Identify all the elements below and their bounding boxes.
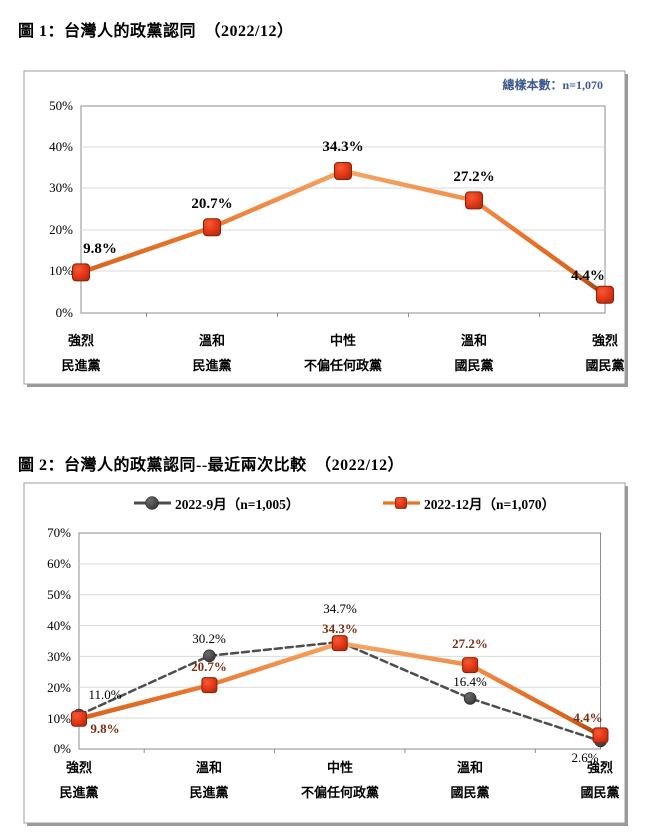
svg-text:27.2%: 27.2% xyxy=(452,636,488,651)
svg-text:強烈: 強烈 xyxy=(66,760,92,775)
svg-text:民進黨: 民進黨 xyxy=(189,785,228,800)
svg-text:2022-9月（n=1,005）: 2022-9月（n=1,005） xyxy=(175,497,299,512)
svg-text:11.0%: 11.0% xyxy=(88,687,121,702)
svg-text:50%: 50% xyxy=(47,587,71,602)
svg-text:國民黨: 國民黨 xyxy=(450,785,489,800)
svg-text:30.2%: 30.2% xyxy=(192,631,226,646)
svg-text:0%: 0% xyxy=(54,741,72,756)
svg-text:強烈: 強烈 xyxy=(587,760,613,775)
svg-text:34.3%: 34.3% xyxy=(322,621,358,636)
svg-text:溫和: 溫和 xyxy=(457,760,483,775)
svg-text:4.4%: 4.4% xyxy=(573,710,602,725)
svg-text:20%: 20% xyxy=(47,680,71,695)
svg-text:16.4%: 16.4% xyxy=(453,674,487,689)
svg-text:20.7%: 20.7% xyxy=(191,659,227,674)
svg-text:2022-12月（n=1,070）: 2022-12月（n=1,070） xyxy=(424,497,555,512)
svg-text:10%: 10% xyxy=(47,711,71,726)
svg-text:9.8%: 9.8% xyxy=(90,721,119,736)
svg-text:中性: 中性 xyxy=(327,760,353,775)
svg-text:34.7%: 34.7% xyxy=(323,601,357,616)
svg-text:國民黨: 國民黨 xyxy=(580,785,619,800)
svg-text:民進黨: 民進黨 xyxy=(59,785,98,800)
svg-text:60%: 60% xyxy=(47,556,71,571)
svg-text:不偏任何政黨: 不偏任何政黨 xyxy=(301,785,379,800)
svg-text:30%: 30% xyxy=(47,649,71,664)
svg-text:溫和: 溫和 xyxy=(196,760,222,775)
svg-text:40%: 40% xyxy=(47,618,71,633)
svg-text:70%: 70% xyxy=(47,525,71,540)
